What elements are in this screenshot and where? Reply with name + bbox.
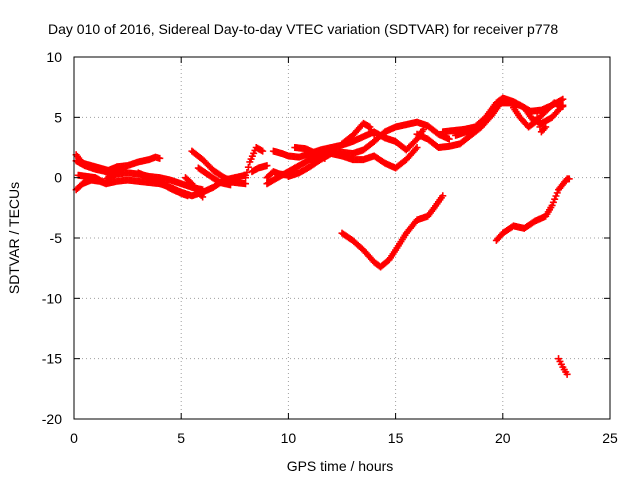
data-point — [263, 162, 271, 170]
data-point — [548, 201, 556, 209]
data-point — [559, 102, 567, 110]
data-point — [243, 168, 251, 176]
y-tick-label: -15 — [42, 351, 62, 367]
data-point — [244, 163, 252, 171]
x-tick-label: 25 — [602, 430, 618, 446]
data-point — [552, 192, 560, 200]
data-point — [551, 195, 559, 203]
data-point — [242, 174, 250, 182]
data-point — [533, 113, 541, 121]
data-point — [227, 181, 235, 189]
grid-lines — [74, 57, 610, 419]
data-point — [184, 192, 192, 200]
chart-title: Day 010 of 2016, Sidereal Day-to-day VTE… — [48, 21, 558, 37]
data-point — [259, 147, 267, 155]
y-tick-label: -20 — [42, 411, 62, 427]
data-point — [553, 189, 561, 197]
y-tick-label: -10 — [42, 290, 62, 306]
data-point — [321, 154, 329, 162]
data-point — [199, 193, 207, 201]
data-point — [563, 370, 571, 378]
x-tick-label: 0 — [70, 430, 78, 446]
x-tick-label: 5 — [177, 430, 185, 446]
y-tick-label: -5 — [50, 230, 63, 246]
x-tick-labels: 0 5 10 15 20 25 — [70, 430, 618, 446]
y-tick-label: 0 — [54, 170, 62, 186]
data-point — [549, 198, 557, 206]
x-tick-label: 15 — [388, 430, 404, 446]
data-point — [542, 123, 550, 131]
data-point — [370, 131, 378, 139]
data-point — [445, 135, 453, 143]
x-tick-label: 20 — [495, 430, 511, 446]
data-points — [72, 94, 573, 378]
data-point — [98, 177, 106, 185]
data-point — [535, 118, 543, 126]
data-point — [156, 154, 164, 162]
y-tick-labels: -20 -15 -10 -5 0 5 10 — [42, 49, 62, 427]
y-axis-label: SDTVAR / TECUs — [6, 182, 22, 294]
y-tick-label: 5 — [54, 109, 62, 125]
axis-ticks — [73, 56, 611, 420]
x-axis-label: GPS time / hours — [287, 458, 394, 474]
data-point — [559, 95, 567, 103]
data-point — [439, 192, 447, 200]
data-point — [242, 180, 250, 188]
x-tick-label: 10 — [281, 430, 297, 446]
data-point — [565, 175, 573, 183]
data-point — [412, 145, 420, 153]
data-point — [413, 144, 421, 151]
y-tick-label: 10 — [46, 49, 62, 65]
data-point — [473, 125, 481, 133]
